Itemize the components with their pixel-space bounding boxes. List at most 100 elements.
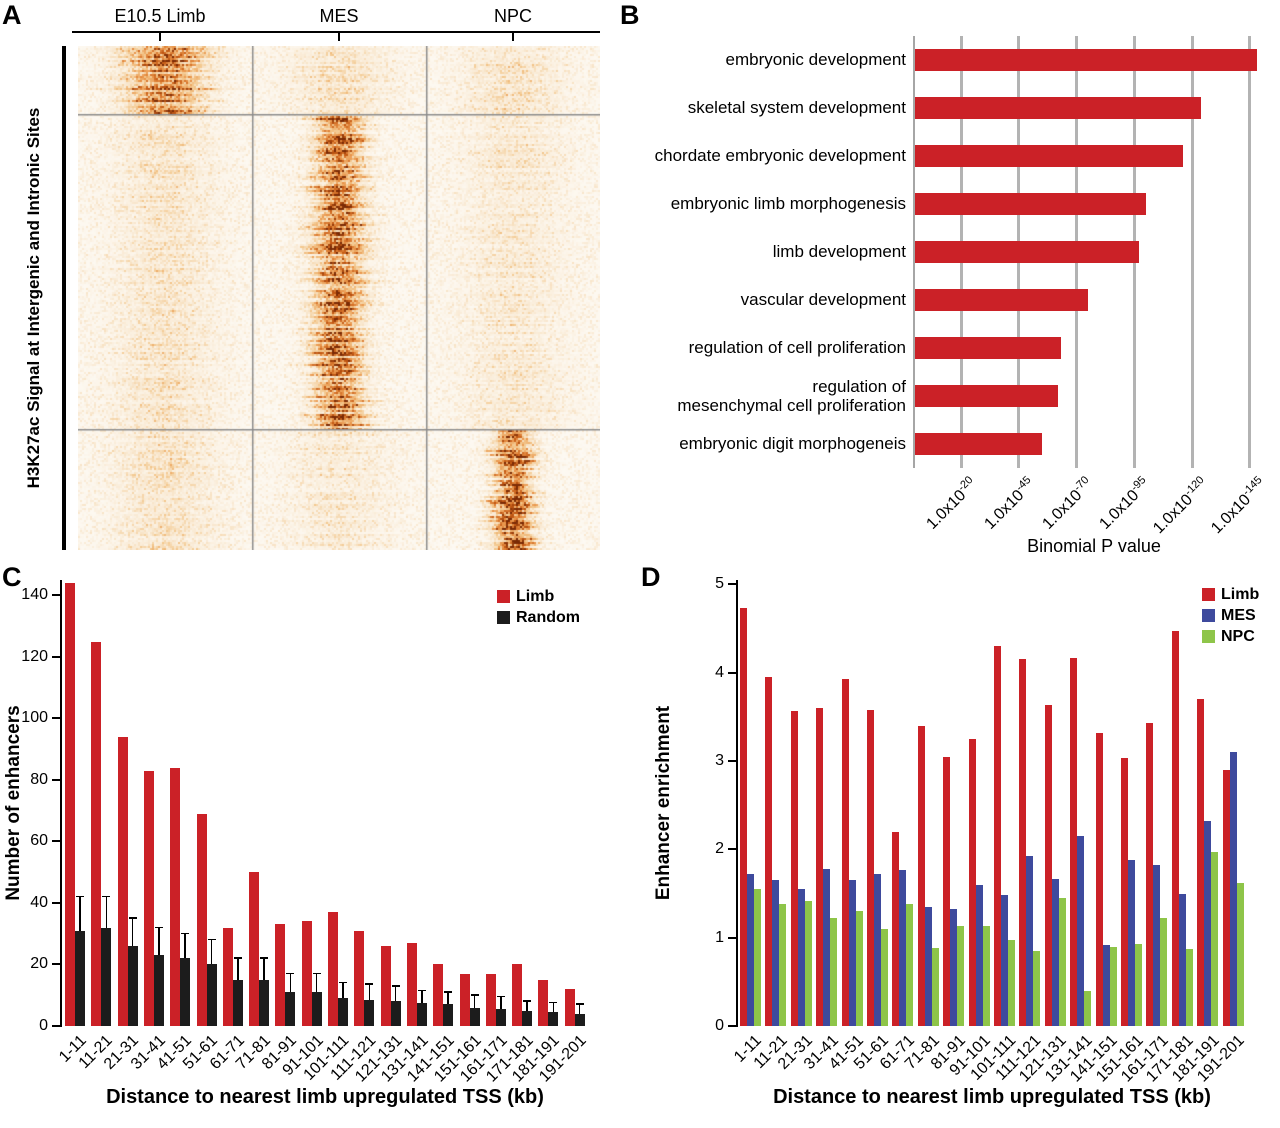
panel-b-bar	[915, 241, 1140, 263]
panel-c-error-bar-cap	[76, 895, 84, 898]
panel-c-y-tick	[52, 1025, 60, 1027]
panel-c-bar-random	[232, 979, 243, 1026]
panel-c-error-bar	[552, 1002, 555, 1013]
panel-d-bar-npc	[1109, 946, 1117, 1026]
panel-d-bar-limb	[1171, 631, 1179, 1026]
panel-c-error-bar	[421, 990, 423, 1003]
legend-swatch-limb	[497, 590, 510, 603]
panel-c-y-axis	[60, 580, 62, 1027]
heatmap-y-axis-label: H3K27ac Signal at Intergenic and Introni…	[24, 107, 43, 489]
panel-b-gridline	[1190, 36, 1194, 468]
panel-b-category-label: skeletal system development	[687, 98, 906, 118]
panel-d-bar-npc	[830, 918, 838, 1026]
legend-swatch-mes	[1202, 609, 1215, 622]
panel-d-bar-mes	[924, 906, 932, 1026]
panel-d-y-tick-label: 2	[715, 840, 724, 858]
panel-c-legend: Limb Random	[497, 586, 580, 628]
panel-c-bar-limb	[65, 583, 75, 1026]
panel-d-y-tick	[728, 848, 736, 851]
legend-label-npc: NPC	[1221, 627, 1255, 645]
panel-c-error-bar	[342, 982, 344, 999]
panel-c-error-bar	[79, 896, 81, 931]
panel-b-x-tick-label: 1.0x10-45	[981, 474, 1034, 533]
legend-label-limb: Limb	[1221, 585, 1260, 603]
panel-c-bar-random	[522, 1010, 533, 1026]
panel-c-error-bar	[447, 992, 449, 1005]
panel-d-bar-limb	[790, 710, 798, 1026]
panel-d-bar-mes	[823, 868, 831, 1026]
panel-d-bar-npc	[1236, 882, 1244, 1026]
panel-c-error-bar	[578, 1004, 581, 1014]
panel-d-bar-npc	[1084, 990, 1092, 1026]
panel-d-bar-npc	[881, 928, 888, 1026]
panel-d-bar-npc	[804, 900, 812, 1026]
panel-c-bar-random	[574, 1013, 585, 1026]
panel-c-bar-limb	[301, 921, 312, 1026]
panel-d-bar-mes	[950, 909, 958, 1026]
panel-c-error-bar-cap	[233, 957, 242, 959]
panel-c-bar-random	[443, 1004, 454, 1026]
panel-c-error-bar	[368, 984, 371, 1000]
panel-d-bar-npc	[906, 904, 914, 1026]
panel-c-error-bar-cap	[312, 972, 321, 975]
panel-b-bar	[915, 49, 1257, 71]
legend-item-random: Random	[497, 607, 580, 628]
panel-c-bar-random	[338, 998, 348, 1026]
panel-c-bar-random	[364, 999, 375, 1026]
panel-c-error-bar	[263, 958, 265, 980]
heatmap-canvas	[78, 46, 600, 550]
panel-d-bar-limb	[994, 646, 1001, 1026]
panel-d-bar-mes	[848, 880, 856, 1026]
panel-d-bar-mes	[899, 869, 907, 1026]
panel-c-error-bar	[394, 986, 397, 1002]
legend-label-random: Random	[516, 608, 580, 626]
panel-d-bar-mes	[1153, 865, 1161, 1026]
panel-d-y-axis	[736, 580, 738, 1027]
panel-c-bar-limb	[485, 973, 496, 1026]
panel-d-bar-mes	[1026, 855, 1034, 1026]
panel-d-bar-limb	[1044, 705, 1052, 1026]
panel-c-label: C	[2, 562, 22, 592]
panel-c-error-bar-cap	[286, 972, 295, 975]
panel-b-x-tick-exponent: -20	[955, 474, 976, 494]
panel-c-bar-limb	[433, 964, 444, 1026]
panel-d-bar-limb	[943, 756, 951, 1026]
panel-d-bar-limb	[841, 678, 849, 1026]
panel-d-bar-mes	[975, 884, 983, 1026]
panel-c-bar-random	[495, 1009, 506, 1026]
panel-c-bar-limb	[196, 813, 207, 1026]
panel-d-bar-npc	[1008, 940, 1015, 1026]
panel-c-bar-random	[390, 1001, 401, 1026]
panel-c-y-tick-label: 80	[30, 770, 48, 788]
panel-c-error-bar-cap	[417, 989, 426, 992]
legend-label-limb: Limb	[516, 587, 555, 605]
panel-b-x-tick-label: 1.0x10-20	[923, 474, 976, 533]
panel-c-error-bar-cap	[260, 957, 269, 959]
panel-d-bar-limb	[1222, 769, 1230, 1026]
panel-d-legend: Limb MES NPC	[1202, 584, 1259, 647]
panel-c-error-bar	[210, 939, 213, 965]
panel-d-bar-limb	[1095, 732, 1103, 1026]
panel-c-error-bar	[500, 996, 502, 1010]
panel-c-error-bar	[289, 973, 292, 993]
panel-d-bar-npc	[931, 948, 939, 1026]
legend-swatch-limb	[1202, 588, 1215, 601]
panel-c-y-tick	[52, 778, 60, 781]
panel-d-bar-npc	[1058, 897, 1066, 1026]
panel-d-label: D	[641, 562, 661, 592]
panel-c-error-bar-cap	[496, 995, 505, 998]
panel-c-error-bar	[131, 918, 134, 947]
panel-c-bar-limb	[249, 872, 260, 1026]
panel-c-y-tick-label: 20	[30, 955, 48, 973]
y-axis-bracket	[62, 46, 66, 550]
panel-c-bar-limb	[538, 979, 549, 1026]
panel-c-bar-limb	[91, 641, 102, 1026]
panel-d-bar-mes	[1229, 752, 1237, 1026]
panel-a-label: A	[2, 0, 22, 30]
panel-b-bar	[915, 193, 1146, 215]
panel-c-error-bar-cap	[365, 983, 374, 985]
panel-c-bar-random	[285, 992, 296, 1026]
panel-c-bar-limb	[143, 770, 154, 1026]
panel-d-bar-limb	[892, 831, 900, 1026]
